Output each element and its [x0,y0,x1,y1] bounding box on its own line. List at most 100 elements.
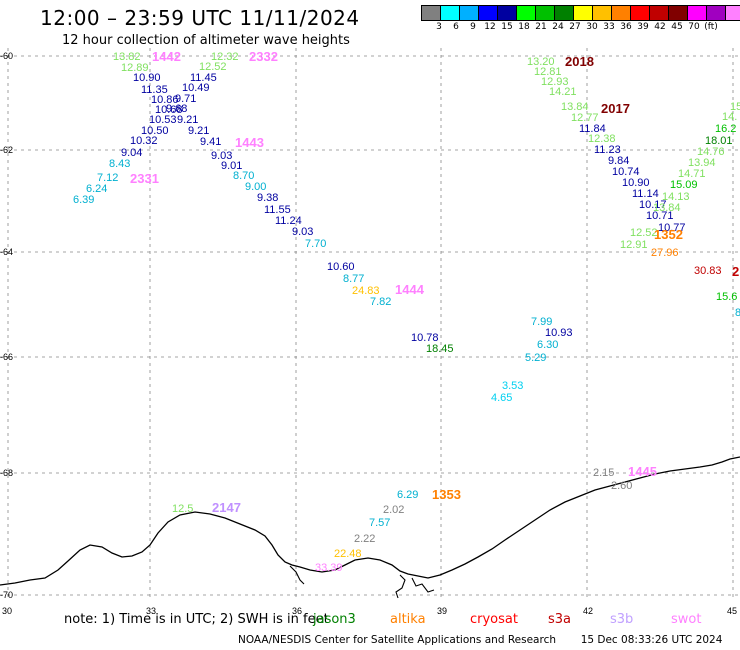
wave-height-label: 11.23 [594,144,621,156]
longitude-tick: 30 [2,606,12,616]
coastline-inlet [411,577,435,593]
latitude-tick: -66 [0,352,13,362]
wave-height-label: 9.21 [188,125,209,137]
wave-height-label: 14.13 [662,191,690,203]
wave-height-label: 12.52 [199,61,227,73]
latitude-tick: -60 [0,51,13,61]
satellite-swot: swot [671,612,702,627]
wave-height-label: 11.24 [275,215,302,227]
wave-height-label: 6.29 [397,489,418,501]
wave-height-label: 7.57 [369,517,390,529]
wave-height-label: 5.29 [525,352,546,364]
longitude-tick: 36 [292,606,302,616]
wave-height-label: 10.53 [149,114,177,126]
coastline-path [0,456,740,586]
color-swatch [725,5,740,21]
color-scale-label: 21 [535,22,547,32]
wave-height-label: 9.84 [608,155,629,167]
wave-height-label: 10.90 [133,72,161,84]
wave-height-label: 9.68 [166,103,187,115]
wave-height-label: 2.22 [354,533,375,545]
wave-height-label: 10.74 [612,166,640,178]
color-scale-label: 45 [671,22,683,32]
pass-id-label: 1442 [152,49,181,64]
color-scale-label: 42 [654,22,666,32]
wave-height-label: 14.71 [678,168,706,180]
latitude-tick: -68 [0,468,13,478]
wave-height-label: 33.39 [315,562,343,574]
wave-height-label: 9.00 [245,181,266,193]
wave-height-label: 9.03 [292,226,313,238]
wave-height-label: 18.01 [705,135,733,147]
pass-id-label: 1353 [432,487,461,502]
wave-height-label: 8.43 [109,158,130,170]
wave-height-label: 13.84 [561,101,589,113]
wave-height-label: 30.83 [694,265,722,277]
wave-height-label: 22.48 [334,548,362,560]
longitude-tick: 33 [146,606,156,616]
wave-height-label: 10.49 [182,82,210,94]
wave-height-label: 15.6 [716,291,737,303]
pass-id-labels: 1442 2332 1443 2331 1444 2018 2017 1352 1353 1445… [130,49,739,515]
wave-height-label: 6.39 [73,194,94,206]
pass-id-label: 1443 [235,135,264,150]
pass-id-label: 2331 [130,171,159,186]
satellite-jason3: jason3 [313,612,356,627]
map-subtitle: 12 hour collection of altimeter wave hei… [62,33,350,48]
wave-height-label: 11.35 [141,84,168,96]
color-scale-label: 6 [453,22,459,32]
pass-id-label: 1352 [654,227,683,242]
wave-height-label: 12.38 [588,133,616,145]
wave-height-label: 7.12 [97,172,118,184]
coastline-inlet [395,574,406,599]
credits-org: NOAA/NESDIS Center for Satellite Applica… [238,634,556,646]
map-title: 12:00 – 23:59 UTC 11/11/2024 [40,6,360,30]
footer-note: note: 1) Time is in UTC; 2) SWH is in fe… [64,612,329,627]
wave-height-label: 9.41 [200,136,221,148]
color-scale-label: 39 [637,22,649,32]
wave-height-label: 10.77 [658,222,686,234]
wave-height-label: 10.90 [622,177,650,189]
map-grid [0,48,740,600]
pass-id-label: 2018 [565,54,594,69]
wave-height-label: 10.60 [327,261,355,273]
wave-height-label: 9.71 [175,93,196,105]
wave-height-label: 12.81 [534,66,562,78]
wave-height-label: 10.93 [545,327,573,339]
pass-id-label: 2 [732,264,739,279]
axis-tick-labels: 30 33 36 39 42 45 -60 -62 -64 -66 -68 -70 [0,51,737,616]
color-scale-bar [421,5,740,21]
wave-height-label: 12.93 [541,76,569,88]
pass-id-label: 1444 [395,282,425,297]
wave-height-label: 12.91 [620,239,648,251]
wave-height-label: 7.82 [370,296,391,308]
wave-height-label: 13.82 [113,51,141,63]
color-scale-label: 18 [518,22,530,32]
wave-height-label: 6.30 [537,339,558,351]
satellite-s3a: s3a [548,612,572,627]
color-scale-label: 27 [569,22,581,32]
longitude-tick: 39 [437,606,447,616]
color-scale-label: 3 [436,22,442,32]
wave-height-label: 12.52 [630,227,658,239]
wave-height-label: 2.60 [611,480,632,492]
pass-id-label: 2017 [601,101,630,116]
color-scale-label: 12 [484,22,496,32]
wave-height-label: 10.68 [155,104,183,116]
wave-height-label: 13.20 [527,56,555,68]
wave-height-label: 7.99 [531,316,552,328]
wave-height-label: 27.96 [651,247,679,259]
wave-height-label: 12.89 [121,62,149,74]
pass-id-label: 2147 [212,500,241,515]
color-scale-label: 30 [586,22,598,32]
wave-height-label: 11.14 [632,188,659,200]
satellite-cryosat: cryosat [470,612,518,627]
coastline-inlet [289,565,305,585]
wave-height-label: 4.65 [491,392,512,404]
wave-height-label: 15.09 [670,179,698,191]
footer-note-text: note: 1) Time is in UTC; 2) SWH is in fe… [64,612,329,627]
wave-height-label: 3.53 [502,380,523,392]
wave-height-label: 12.5 [172,503,193,515]
credits-line: NOAA/NESDIS Center for Satellite Applica… [238,634,722,646]
